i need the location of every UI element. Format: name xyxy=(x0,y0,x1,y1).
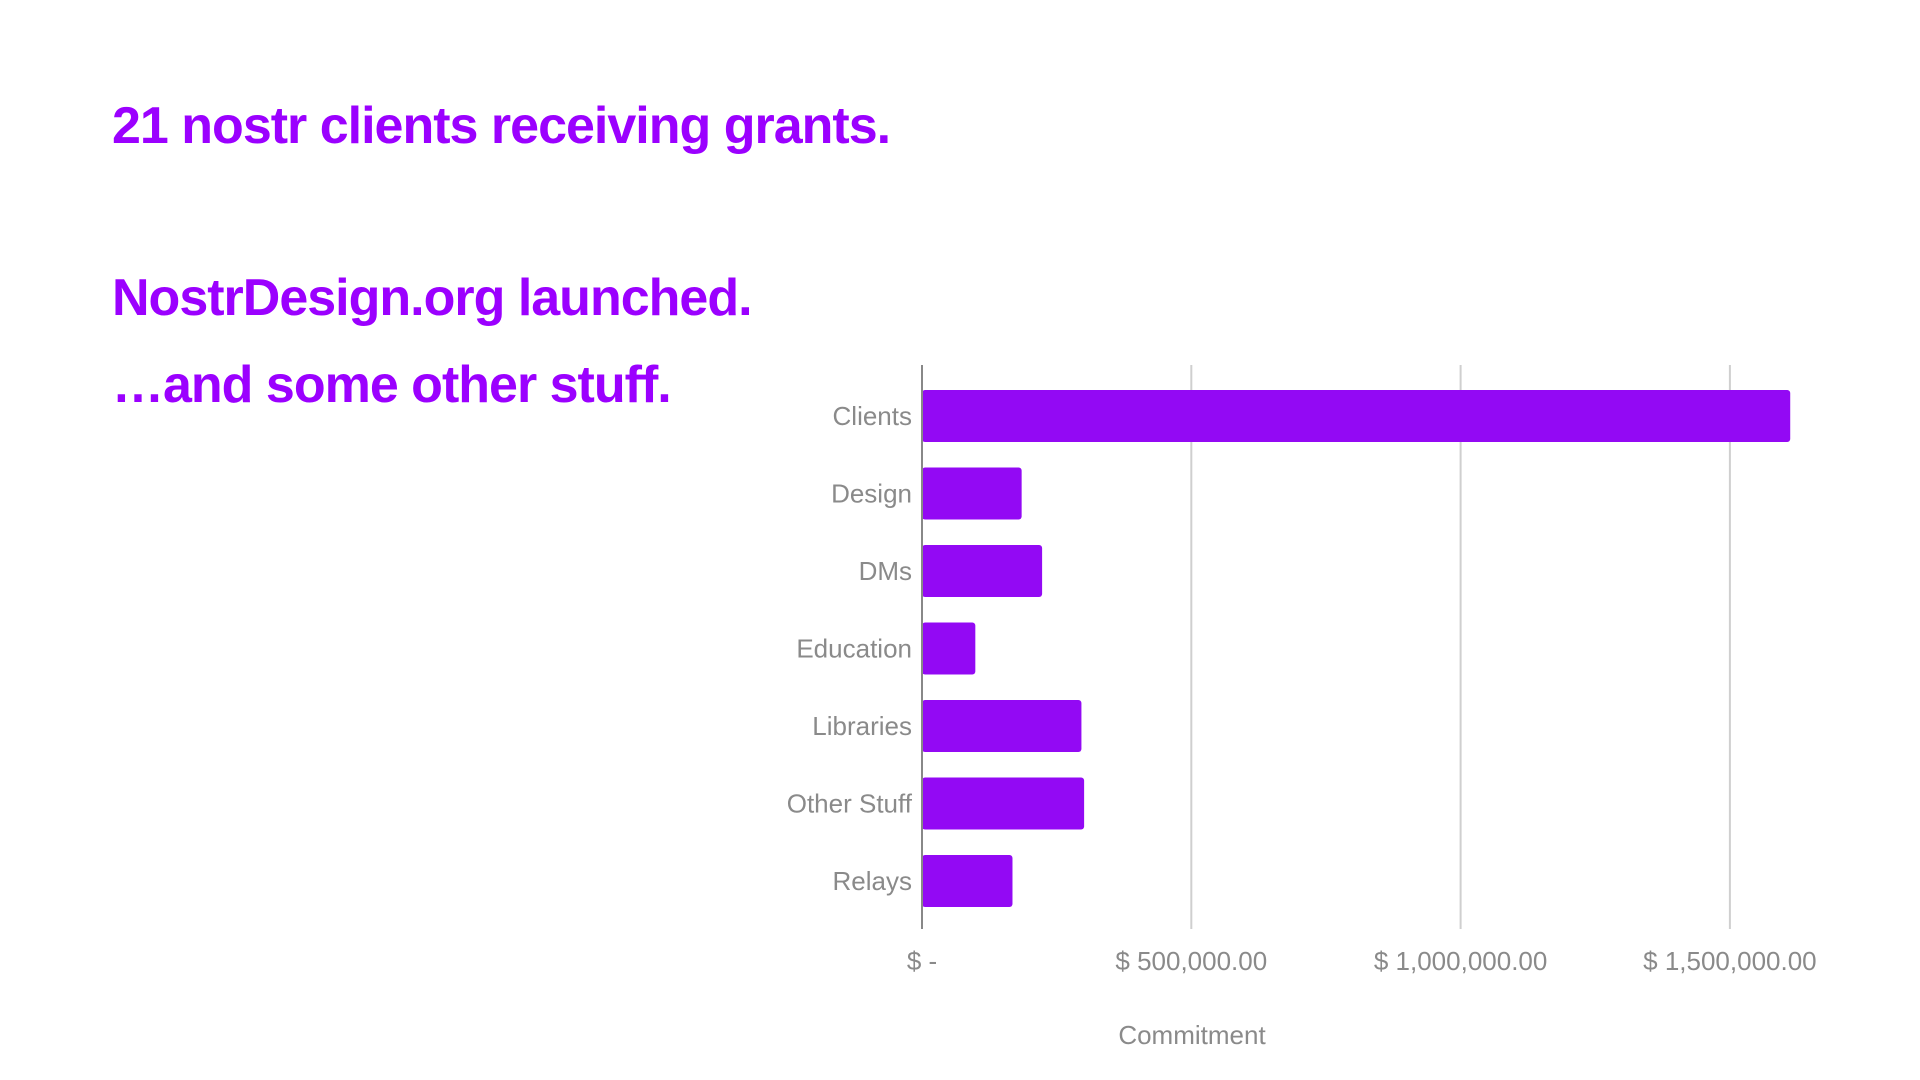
bar-libraries xyxy=(922,700,1082,752)
category-label: DMs xyxy=(859,556,912,586)
category-label: Relays xyxy=(833,866,912,896)
bar-relays xyxy=(922,855,1013,907)
bar-clients xyxy=(922,390,1791,442)
category-label: Design xyxy=(831,479,912,509)
x-tick-label: $ 1,000,000.00 xyxy=(1374,946,1548,976)
x-tick-label: $ 500,000.00 xyxy=(1115,946,1267,976)
x-axis-title: Commitment xyxy=(1118,1020,1266,1050)
bar-other-stuff xyxy=(922,777,1085,830)
bar-education xyxy=(922,622,976,675)
category-label: Education xyxy=(796,634,912,664)
category-label: Other Stuff xyxy=(787,789,913,819)
category-label: Libraries xyxy=(812,711,912,741)
bar-dms xyxy=(922,545,1043,597)
headline-other-stuff: …and some other stuff. xyxy=(112,356,672,414)
category-label: Clients xyxy=(833,401,912,431)
x-tick-label: $ 1,500,000.00 xyxy=(1643,946,1817,976)
headline-nostrdesign: NostrDesign.org launched. xyxy=(112,269,753,327)
bar-design xyxy=(922,467,1022,520)
x-tick-label: $ - xyxy=(907,946,937,976)
headline-grants: 21 nostr clients receiving grants. xyxy=(112,97,891,155)
